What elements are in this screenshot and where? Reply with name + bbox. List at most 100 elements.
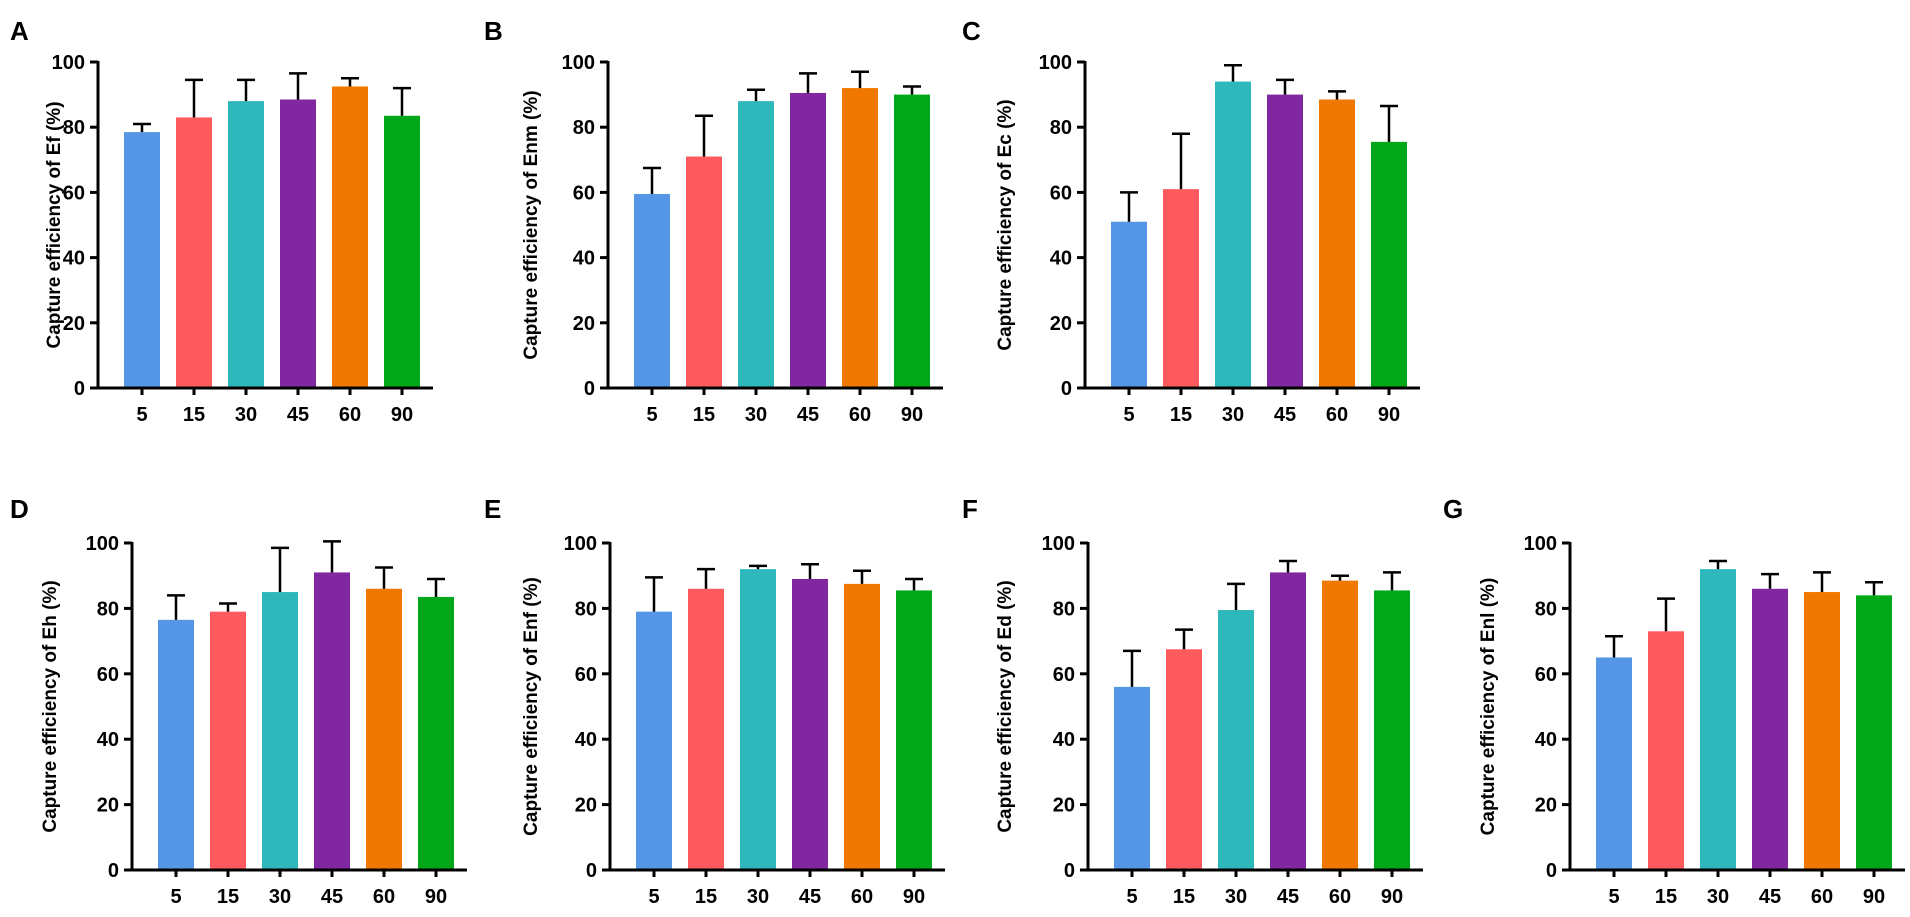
panel-letter: C [962,16,981,46]
x-tick-label: 5 [1123,404,1134,426]
panel-letter: F [962,494,978,524]
y-axis-label: Capture efficiency of Ec (%) [995,99,1016,350]
bar-45 [792,578,828,870]
y-tick-label: 40 [1050,248,1072,270]
panel-c: C Capture efficiency of Ec (%) 5 15 30 45 60 90… [962,16,1420,426]
x-tick-label: 45 [287,404,309,426]
panel-f: F Capture efficiency of Ed (%) 5 15 30 45 60 90… [962,494,1423,908]
y-axis-label: Capture efficiency of Enf (%) [521,577,542,836]
bar-5 [158,619,194,870]
y-tick-label: 40 [63,248,85,270]
bar-45 [314,572,350,870]
bar-30 [228,101,264,389]
bar-5 [1596,657,1632,870]
x-tick-label: 15 [217,886,239,908]
y-tick-label: 20 [575,795,597,817]
x-tick-label: 90 [391,404,413,426]
bar-5 [634,194,670,388]
bar-30 [1700,569,1736,870]
y-tick-label: 60 [97,664,119,686]
panel-b: B Capture efficiency of Enm (%) 5 15 30 45 60 9… [484,16,943,426]
bar-5 [1114,686,1150,870]
x-tick-label: 90 [425,886,447,908]
x-tick-label: 60 [339,404,361,426]
y-tick-label: 40 [573,248,595,270]
x-tick-label: 90 [1381,886,1403,908]
x-tick-label: 90 [903,886,925,908]
bar-15 [1163,189,1199,388]
x-tick-label: 90 [1378,404,1400,426]
bar-15 [1648,631,1684,870]
bar-45 [280,99,316,389]
bar-90 [418,596,454,870]
bar-45 [1752,588,1788,870]
bar-30 [262,592,298,870]
y-tick-label: 60 [1053,664,1075,686]
panel-letter: E [484,494,501,524]
y-tick-label: 20 [97,795,119,817]
y-tick-label: 20 [573,313,595,335]
bar-90 [1856,595,1892,870]
y-tick-label: 80 [97,598,119,620]
bar-90 [1371,141,1407,388]
y-tick-label: 60 [573,182,595,204]
y-tick-label: 80 [573,117,595,139]
bar-15 [1166,649,1202,870]
y-tick-label: 0 [586,860,597,882]
x-tick-label: 15 [1170,404,1192,426]
bar-30 [1218,610,1254,870]
y-tick-label: 100 [86,533,119,555]
y-axis-label: Capture efficiency of Enm (%) [521,90,542,359]
x-tick-label: 15 [695,886,717,908]
x-tick-label: 30 [1222,404,1244,426]
y-axis-label: Capture efficiency of Enl (%) [1478,578,1499,836]
bar-30 [1215,81,1251,388]
x-tick-label: 15 [1173,886,1195,908]
y-tick-label: 80 [1050,117,1072,139]
x-tick-label: 30 [269,886,291,908]
panel-letter: A [10,16,29,46]
x-tick-label: 5 [1126,886,1137,908]
bar-60 [366,588,402,870]
bar-90 [1374,590,1410,870]
y-tick-label: 40 [1535,729,1557,751]
bar-5 [124,132,160,388]
x-tick-label: 30 [1225,886,1247,908]
y-tick-label: 100 [52,52,85,74]
y-tick-label: 0 [108,860,119,882]
y-tick-label: 100 [1042,533,1075,555]
bar-60 [1804,592,1840,870]
x-tick-label: 90 [901,404,923,426]
y-tick-label: 20 [1535,795,1557,817]
x-tick-label: 45 [799,886,821,908]
x-tick-label: 45 [1759,886,1781,908]
panel-letter: B [484,16,503,46]
y-tick-label: 100 [1039,52,1072,74]
bar-5 [636,611,672,870]
y-tick-label: 100 [1524,533,1557,555]
x-tick-label: 60 [1811,886,1833,908]
x-tick-label: 60 [373,886,395,908]
x-tick-label: 5 [136,404,147,426]
y-tick-label: 100 [562,52,595,74]
y-tick-label: 0 [74,378,85,400]
y-tick-label: 60 [63,182,85,204]
y-axis-label: Capture efficiency of Ef (%) [44,101,65,348]
y-tick-label: 0 [1064,860,1075,882]
y-tick-label: 60 [1050,182,1072,204]
x-tick-label: 45 [321,886,343,908]
x-tick-label: 30 [745,404,767,426]
x-tick-label: 30 [747,886,769,908]
x-tick-label: 60 [849,404,871,426]
bar-45 [1267,94,1303,388]
y-tick-label: 40 [1053,729,1075,751]
bar-60 [844,583,880,870]
x-tick-label: 90 [1863,886,1885,908]
x-tick-label: 30 [1707,886,1729,908]
bar-90 [894,94,930,388]
x-tick-label: 5 [170,886,181,908]
y-tick-label: 80 [63,117,85,139]
x-tick-label: 30 [235,404,257,426]
x-tick-label: 5 [646,404,657,426]
